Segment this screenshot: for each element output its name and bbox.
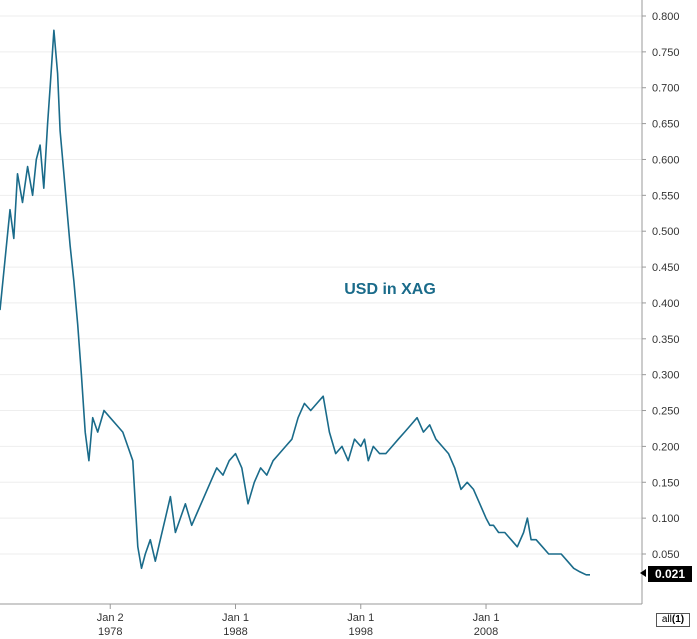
y-tick-label: 0.500 bbox=[652, 226, 680, 238]
y-tick-label: 0.800 bbox=[652, 11, 680, 23]
last-value-label: 0.021 bbox=[655, 567, 685, 581]
chart-title: USD in XAG bbox=[344, 281, 436, 298]
series-group bbox=[0, 29, 590, 576]
y-tick-label: 0.200 bbox=[652, 441, 680, 453]
y-tick-label: 0.400 bbox=[652, 298, 680, 310]
range-all-label: all bbox=[661, 614, 672, 625]
x-tick-label-bottom: 1978 bbox=[98, 626, 122, 638]
x-tick-label-top: Jan 1 bbox=[347, 612, 374, 624]
x-tick-label-bottom: 1998 bbox=[349, 626, 373, 638]
y-axis-ticks: 0.800 0.750 0.700 0.650 0.600 0.550 0.500 0.450… bbox=[642, 11, 680, 561]
y-tick-label: 0.600 bbox=[652, 154, 680, 166]
y-tick-label: 0.450 bbox=[652, 262, 680, 274]
series-line bbox=[0, 29, 590, 576]
x-tick-label-top: Jan 1 bbox=[473, 612, 500, 624]
x-tick-label-bottom: 2008 bbox=[474, 626, 498, 638]
y-tick-label: 0.250 bbox=[652, 406, 680, 418]
y-tick-label: 0.050 bbox=[652, 549, 680, 561]
y-tick-label: 0.700 bbox=[652, 83, 680, 95]
y-tick-label: 0.150 bbox=[652, 477, 680, 489]
y-tick-label: 0.750 bbox=[652, 47, 680, 59]
y-tick-label: 0.350 bbox=[652, 334, 680, 346]
last-value-box bbox=[648, 566, 692, 582]
range-all-button[interactable]: all(1) bbox=[656, 613, 690, 627]
x-tick-label-bottom: 1988 bbox=[223, 626, 247, 638]
last-value-marker: 0.021 bbox=[640, 566, 692, 582]
y-gridlines bbox=[0, 15, 642, 555]
y-tick-label: 0.300 bbox=[652, 370, 680, 382]
x-axis-ticks: Jan 2 1978 Jan 1 1988 Jan 1 1998 Jan 1 2008 bbox=[97, 604, 500, 638]
last-value-pointer bbox=[640, 569, 646, 577]
x-tick-label-top: Jan 1 bbox=[222, 612, 249, 624]
y-tick-label: 0.100 bbox=[652, 513, 680, 525]
x-tick-label-top: Jan 2 bbox=[97, 612, 124, 624]
y-tick-label: 0.550 bbox=[652, 190, 680, 202]
range-count-label: (1) bbox=[671, 614, 685, 625]
y-tick-label: 0.650 bbox=[652, 119, 680, 131]
